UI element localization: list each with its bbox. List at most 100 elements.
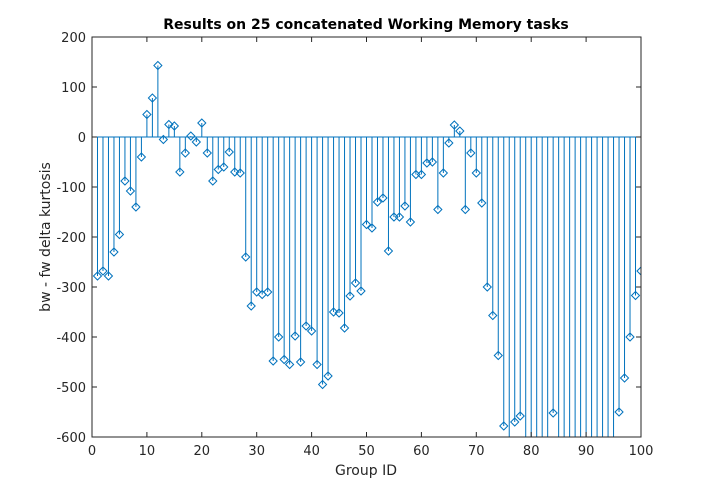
plot-area xyxy=(92,37,641,437)
stem-marker xyxy=(367,223,377,233)
stem-marker xyxy=(235,168,245,178)
stem-marker xyxy=(158,134,169,145)
stem-marker xyxy=(131,202,141,212)
stem-marker xyxy=(153,60,163,71)
y-tick-label: -500 xyxy=(56,381,86,396)
chart-title: Results on 25 concatenated Working Memor… xyxy=(163,17,569,33)
stem-marker xyxy=(284,359,295,370)
stem-marker xyxy=(630,290,641,301)
y-tick-label: -600 xyxy=(56,431,86,446)
stem-marker xyxy=(482,282,492,292)
stem-marker xyxy=(98,266,108,276)
stem-marker xyxy=(444,138,454,148)
x-axis-ticks: 0 10 20 30 40 50 60 70 80 90 100 xyxy=(88,37,653,459)
stem-marker xyxy=(175,167,185,177)
stem-marker xyxy=(339,323,350,333)
stem-marker xyxy=(493,350,503,361)
x-axis-label: Group ID xyxy=(335,463,397,479)
stem-marker xyxy=(328,307,339,317)
stem-marker xyxy=(219,162,229,172)
x-tick-label: 90 xyxy=(578,444,595,459)
stem-marker xyxy=(400,201,410,211)
stem-marker xyxy=(477,198,487,208)
stem-marker xyxy=(120,176,130,186)
stem-marker xyxy=(317,379,328,390)
stem-marker xyxy=(416,169,427,180)
stem-marker xyxy=(372,197,383,207)
stem-marker xyxy=(136,152,147,162)
stem-marker xyxy=(345,291,355,301)
stem-marker xyxy=(197,118,207,128)
stem-marker xyxy=(466,148,476,158)
stem-marker xyxy=(548,408,558,418)
y-axis-label: bw - fw delta kurtosis xyxy=(38,162,54,312)
x-tick-label: 20 xyxy=(194,444,211,459)
x-tick-label: 30 xyxy=(248,444,265,459)
stem-marker xyxy=(268,356,278,366)
stem-marker xyxy=(460,204,471,215)
stem-marker xyxy=(323,371,333,381)
y-tick-label: -400 xyxy=(56,331,86,346)
stem-marker xyxy=(169,121,180,131)
stem-marker xyxy=(614,407,624,417)
stem-marker xyxy=(515,411,525,421)
stem-marker xyxy=(92,271,103,281)
stem-marker xyxy=(262,287,273,297)
stem-marker xyxy=(438,168,449,178)
stem-marker xyxy=(499,421,509,431)
stem-marker xyxy=(186,131,196,141)
stem-marker xyxy=(142,109,152,120)
stem-marker xyxy=(455,126,465,136)
stem-marker xyxy=(433,204,443,215)
stem-marker xyxy=(103,271,114,281)
stem-marker xyxy=(625,332,635,342)
x-tick-label: 40 xyxy=(303,444,320,459)
stem-marker xyxy=(273,332,284,342)
stem-series xyxy=(92,60,641,437)
stem-marker xyxy=(471,168,482,178)
stem-marker xyxy=(449,120,460,130)
stem-marker xyxy=(378,193,388,203)
stem-marker xyxy=(350,278,361,288)
x-tick-label: 10 xyxy=(139,444,156,459)
stem-marker xyxy=(164,119,174,130)
x-tick-label: 0 xyxy=(88,444,96,459)
stem-marker xyxy=(361,219,372,230)
stem-marker xyxy=(334,308,344,318)
stem-marker xyxy=(290,331,300,341)
x-tick-label: 60 xyxy=(413,444,430,459)
y-tick-label: -200 xyxy=(56,231,86,246)
stem-marker xyxy=(147,93,158,103)
stem-marker xyxy=(488,310,498,321)
stem-marker xyxy=(394,212,405,222)
y-tick-label: 100 xyxy=(61,81,86,96)
stem-marker xyxy=(427,157,438,167)
stem-marker xyxy=(251,287,262,297)
x-tick-label: 70 xyxy=(468,444,485,459)
y-tick-label: -300 xyxy=(56,281,86,296)
stem-marker xyxy=(109,247,119,257)
stem-marker xyxy=(114,229,125,240)
stem-marker xyxy=(241,252,251,262)
stem-marker xyxy=(230,167,240,177)
stem-marker xyxy=(422,158,432,168)
stem-marker xyxy=(191,137,202,147)
x-tick-label: 50 xyxy=(358,444,375,459)
stem-marker xyxy=(246,301,256,311)
stem-marker xyxy=(312,359,322,370)
stem-marker xyxy=(180,148,191,158)
stem-marker xyxy=(224,147,234,157)
stem-marker xyxy=(125,186,136,196)
stem-marker xyxy=(510,417,520,427)
stem-marker xyxy=(356,286,366,296)
y-tick-label: 0 xyxy=(78,131,86,146)
stem-marker xyxy=(208,176,218,186)
stem-marker xyxy=(405,217,416,227)
stem-marker xyxy=(295,357,306,367)
stem-marker xyxy=(202,148,212,158)
y-tick-label: 200 xyxy=(61,31,86,46)
stem-marker xyxy=(636,266,641,276)
stem-marker xyxy=(619,373,630,383)
y-axis-ticks: -600 -500 -400 -300 -200 -100 0 100 200 xyxy=(56,31,641,446)
